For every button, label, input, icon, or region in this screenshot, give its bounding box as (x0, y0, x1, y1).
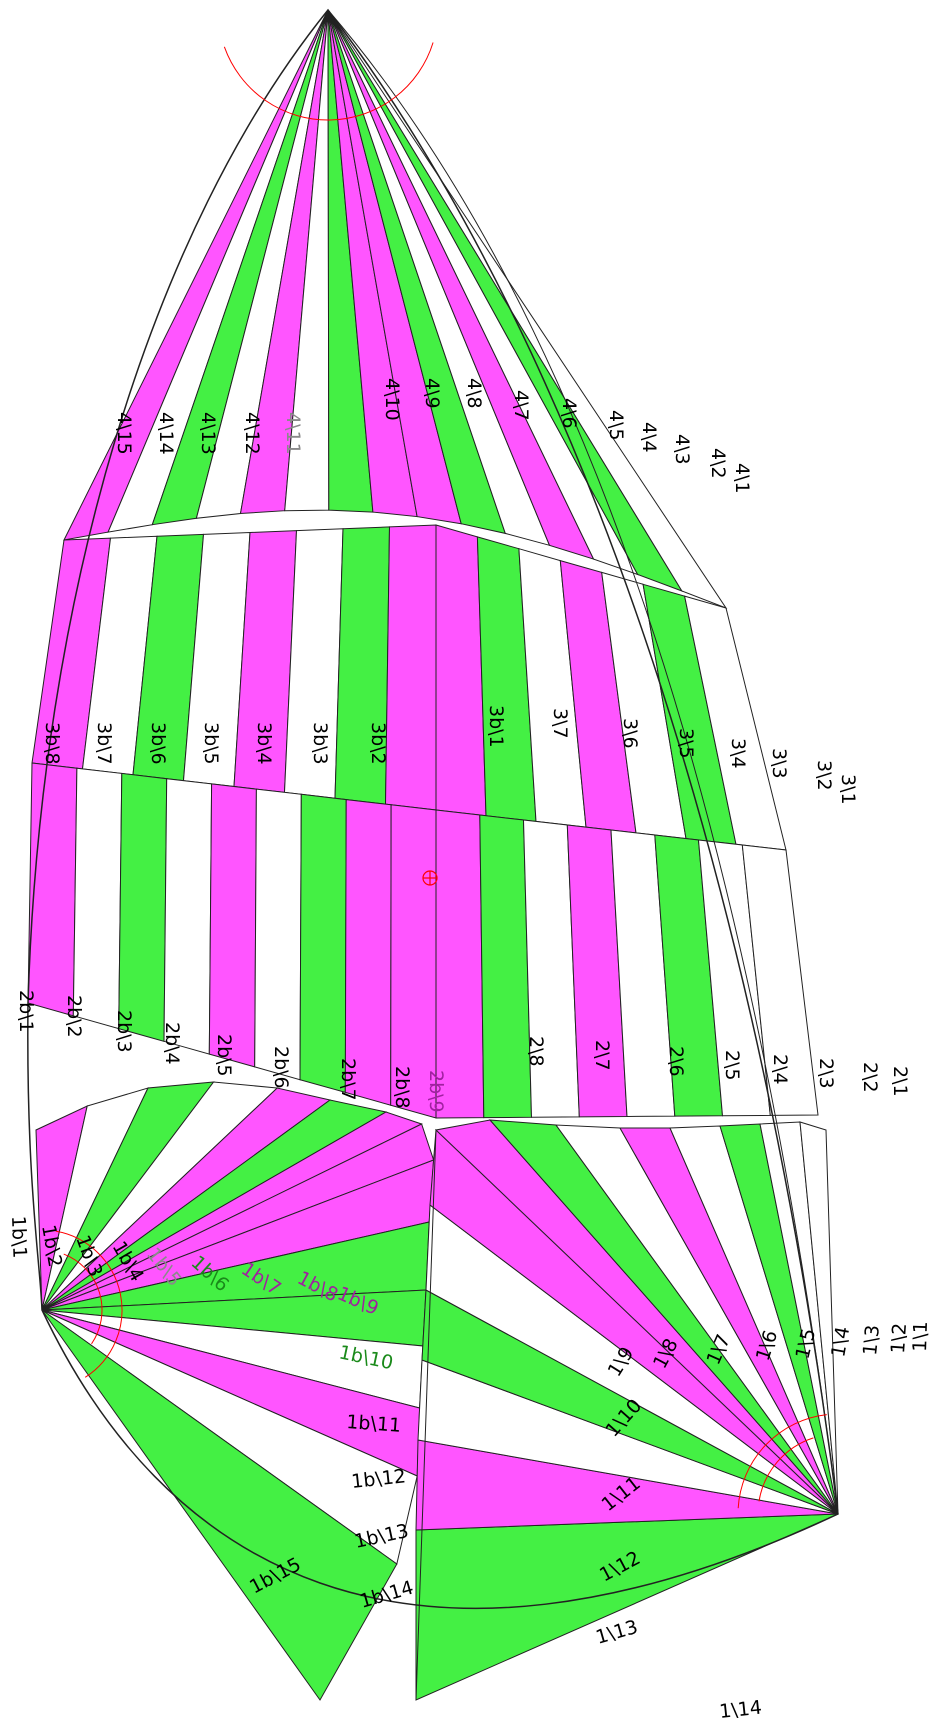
panel-label-2-2: 2\2 (859, 1062, 881, 1093)
panel-2b-6 (254, 788, 302, 1081)
panel-label-2-1: 2\1 (889, 1066, 911, 1097)
panel-label-4-8: 4\8 (463, 378, 485, 409)
panel-label-4-10: 4\10 (381, 378, 403, 421)
panel-label-2b-3: 2b\3 (113, 1010, 135, 1053)
sail-seams (27, 8, 839, 1701)
panel-label-2-3: 2\3 (815, 1058, 837, 1089)
panel-label-4-6: 4\6 (558, 398, 580, 429)
panel-label-3-3: 3\3 (768, 748, 790, 779)
panel-label-1-2: 1\2 (887, 1322, 911, 1354)
panel-label-3b-2: 3b\2 (367, 722, 389, 765)
tack-arc-outer (63, 1253, 103, 1345)
panel-1-14 (799, 1121, 839, 1515)
panel-label-3-6: 3\6 (619, 718, 641, 749)
panel-label-1-1: 1\1 (909, 1321, 931, 1352)
panel-label-3b-1: 3b\1 (485, 705, 507, 748)
panel-label-3-5: 3\5 (675, 728, 697, 759)
panel-label-2b-9: 2b\9 (425, 1070, 447, 1113)
panel-label-2-8: 2\8 (525, 1036, 547, 1067)
panel-label-2-7: 2\7 (591, 1040, 613, 1071)
panel-label-4-3: 4\3 (671, 434, 693, 465)
panel-label-1-4: 1\4 (827, 1325, 854, 1359)
panel-label-2b-2: 2b\2 (63, 995, 85, 1038)
panel-label-4-7: 4\7 (510, 390, 532, 421)
panel-2-1 (741, 844, 819, 1116)
tack-arc-inner (55, 1230, 123, 1378)
panel-label-4-14: 4\14 (155, 412, 177, 455)
panel-label-4-11: 4\11 (282, 412, 304, 455)
panel-label-3-2: 3\2 (813, 760, 835, 791)
clew-arc-inner (737, 1414, 827, 1509)
panel-label-4-15: 4\15 (113, 412, 135, 455)
panel-label-1-13: 1\13 (593, 1616, 640, 1649)
clew-arc-outer (758, 1437, 814, 1502)
sail-panels (27, 9, 839, 1701)
panel-2b-7 (299, 793, 347, 1094)
panel-2b-3 (118, 772, 168, 1042)
panel-label-2b-6: 2b\6 (270, 1046, 292, 1089)
panel-label-2b-5: 2b\5 (213, 1034, 235, 1077)
center-seam (415, 1129, 437, 1701)
head-arc (223, 42, 434, 121)
panel-2b-2 (72, 767, 123, 1030)
panel-label-3b-8: 3b\8 (41, 722, 63, 765)
panel-label-2b-8: 2b\8 (391, 1066, 413, 1109)
panel-label-4-9: 4\9 (421, 378, 443, 409)
panel-label-2-4: 2\4 (769, 1054, 791, 1085)
panel-2b-4 (163, 778, 213, 1055)
panel-label-3b-6: 3b\6 (147, 722, 169, 765)
panel-label-4-13: 4\13 (197, 412, 219, 455)
panel-label-3-4: 3\4 (727, 738, 749, 769)
panel-label-2b-1: 2b\1 (15, 990, 37, 1033)
construction-marks (55, 42, 827, 1509)
panel-label-3b-4: 3b\4 (253, 722, 275, 765)
panel-label-4-5: 4\5 (605, 410, 627, 441)
panel-label-4-12: 4\12 (241, 412, 263, 455)
panel-3b-1 (384, 524, 437, 811)
panel-label-1b-1: 1b\1 (7, 1215, 30, 1258)
leech-line (327, 9, 839, 1515)
panel-label-2-5: 2\5 (721, 1050, 743, 1081)
panel-2-7 (479, 814, 533, 1119)
panel-label-3b-3: 3b\3 (309, 722, 331, 765)
panel-label-4-1: 4\1 (731, 463, 753, 494)
panel-label-2-6: 2\6 (665, 1046, 687, 1077)
panel-label-3-1: 3\1 (837, 774, 859, 805)
panel-1b-15 (41, 1309, 398, 1701)
panel-label-4-2: 4\2 (707, 448, 729, 479)
panel-2b-5 (208, 783, 257, 1068)
panel-label-2b-7: 2b\7 (337, 1058, 359, 1101)
panel-label-3-7: 3\7 (549, 708, 571, 739)
panel-label-3b-7: 3b\7 (93, 722, 115, 765)
panel-2b-1 (27, 762, 78, 1017)
panel-label-4-4: 4\4 (638, 422, 660, 453)
panel-4-1 (327, 9, 728, 610)
panel-label-1-3: 1\3 (859, 1324, 884, 1357)
sail-outline (27, 8, 839, 1609)
panel-label-3b-5: 3b\5 (200, 722, 222, 765)
panel-label-2b-4: 2b\4 (161, 1022, 183, 1065)
panel-label-1b-11: 1b\11 (346, 1411, 402, 1437)
panel-label-1-14: 1\14 (718, 1697, 763, 1723)
